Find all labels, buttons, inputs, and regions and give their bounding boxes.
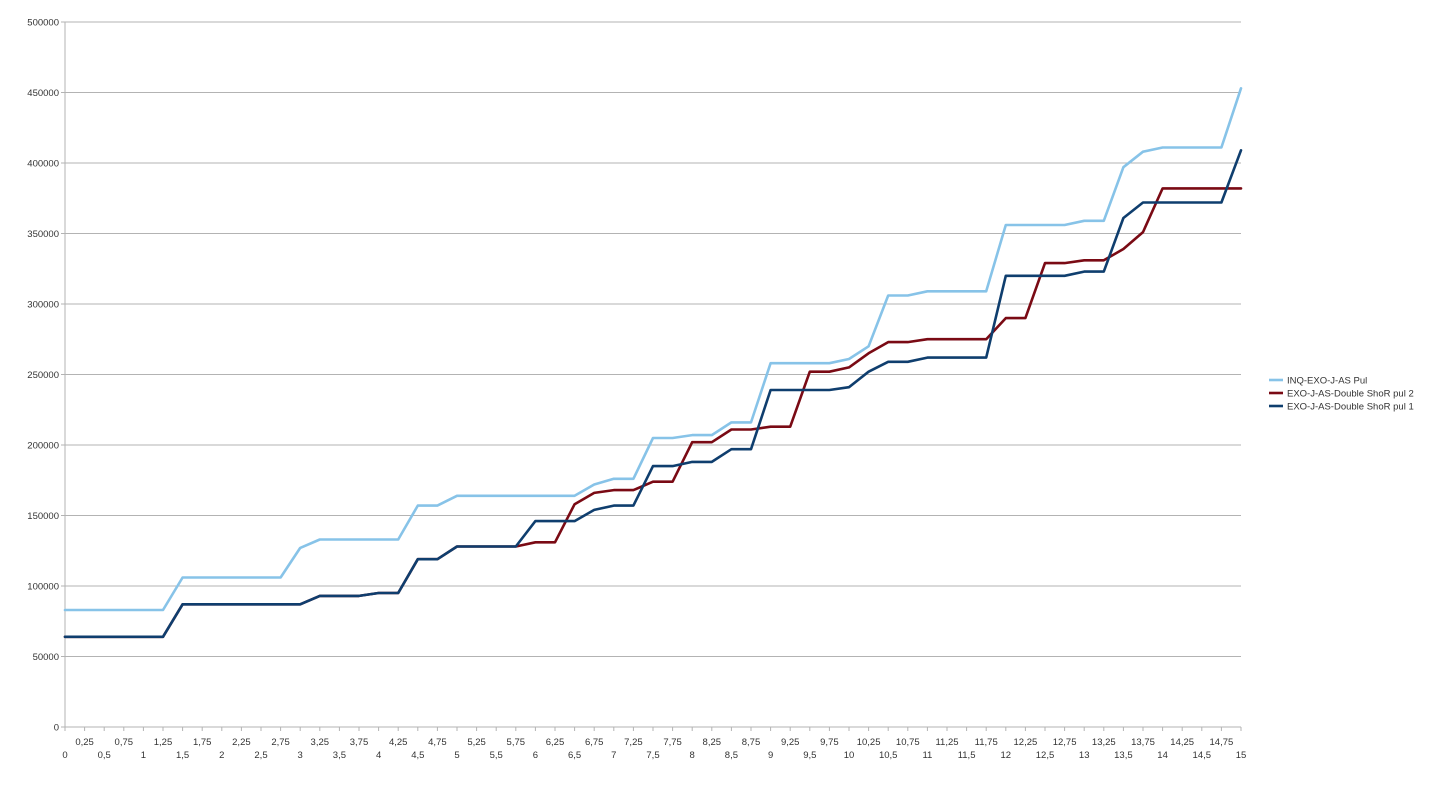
- x-tick-label: 6,5: [568, 750, 581, 761]
- legend-label: EXO-J-AS-Double ShoR pul 1: [1287, 402, 1414, 413]
- x-tick-label: 9,75: [820, 737, 839, 748]
- x-tick-label: 2: [219, 750, 224, 761]
- series-line-1: [63, 87, 1243, 612]
- x-tick-label: 13,75: [1131, 737, 1155, 748]
- x-tick-label: 2,5: [254, 750, 267, 761]
- y-tick-label: 450000: [27, 88, 59, 99]
- x-tick-label: 6,25: [546, 737, 565, 748]
- y-tick-label: 50000: [33, 652, 59, 663]
- x-tick-label: 12,5: [1036, 750, 1055, 761]
- x-tick-label: 1,5: [176, 750, 189, 761]
- x-tick-label: 14,75: [1210, 737, 1234, 748]
- x-tick-label: 4,5: [411, 750, 424, 761]
- x-tick-label: 9,5: [803, 750, 816, 761]
- x-tick-label: 4,75: [428, 737, 447, 748]
- y-tick-label: 350000: [27, 229, 59, 240]
- x-tick-label: 8,75: [742, 737, 761, 748]
- gridlines: [65, 21, 1241, 657]
- series-lines: [63, 87, 1243, 639]
- x-tick-label: 1: [141, 750, 146, 761]
- x-tick-label: 0,25: [75, 737, 94, 748]
- y-axis-tick-labels: 0 50000 100000 150000 200000 250000 300000 3500…: [27, 18, 59, 734]
- x-tick-label: 1,75: [193, 737, 212, 748]
- x-tick-label: 12,25: [1014, 737, 1038, 748]
- x-tick-label: 14,25: [1170, 737, 1194, 748]
- x-tick-label: 0: [62, 750, 67, 761]
- x-tick-label: 6: [533, 750, 538, 761]
- x-tick-label: 7,5: [646, 750, 659, 761]
- x-tick-label: 13: [1079, 750, 1090, 761]
- x-tick-label: 9: [768, 750, 773, 761]
- x-tick-label: 0,5: [98, 750, 111, 761]
- x-tick-label: 3,5: [333, 750, 346, 761]
- x-tick-label: 14,5: [1193, 750, 1212, 761]
- y-tick-label: 0: [54, 723, 59, 734]
- x-tick-label: 10,5: [879, 750, 898, 761]
- x-tick-label: 14: [1157, 750, 1168, 761]
- x-tick-label: 10,75: [896, 737, 920, 748]
- x-tick-label: 11: [922, 750, 932, 761]
- y-tick-label: 100000: [27, 582, 59, 593]
- x-tick-label: 3,25: [311, 737, 330, 748]
- y-tick-label: 300000: [27, 300, 59, 311]
- x-tick-label: 12: [1001, 750, 1012, 761]
- x-tick-label: 0,75: [115, 737, 134, 748]
- series-line-3: [63, 149, 1243, 639]
- x-tick-label: 12,75: [1053, 737, 1077, 748]
- x-tick-label: 8,5: [725, 750, 738, 761]
- y-tick-label: 400000: [27, 159, 59, 170]
- x-tick-label: 5: [454, 750, 459, 761]
- x-tick-label: 4,25: [389, 737, 408, 748]
- y-tick-label: 250000: [27, 370, 59, 381]
- legend: INQ-EXO-J-AS Pul EXO-J-AS-Double ShoR pul…: [1269, 376, 1414, 413]
- x-tick-label: 3,75: [350, 737, 369, 748]
- x-tick-label: 11,75: [975, 737, 998, 748]
- x-tick-label: 15: [1236, 750, 1247, 761]
- y-tick-label: 150000: [27, 511, 59, 522]
- y-tick-label: 200000: [27, 441, 59, 452]
- x-tick-label: 13,5: [1114, 750, 1133, 761]
- x-tick-label: 11,25: [935, 737, 958, 748]
- axes: [61, 21, 1242, 731]
- x-tick-label: 2,75: [271, 737, 290, 748]
- x-tick-label: 8,25: [703, 737, 722, 748]
- x-tick-label: 10,25: [857, 737, 881, 748]
- legend-label: EXO-J-AS-Double ShoR pul 2: [1287, 389, 1414, 400]
- legend-label: INQ-EXO-J-AS Pul: [1287, 376, 1367, 387]
- x-tick-label: 2,25: [232, 737, 251, 748]
- x-tick-label: 7: [611, 750, 616, 761]
- x-tick-label: 3: [298, 750, 303, 761]
- x-tick-label: 7,25: [624, 737, 643, 748]
- x-tick-label: 5,75: [507, 737, 526, 748]
- x-tick-label: 1,25: [154, 737, 173, 748]
- x-tick-label: 11,5: [958, 750, 976, 761]
- x-tick-label: 5,5: [490, 750, 503, 761]
- x-tick-label: 8: [690, 750, 695, 761]
- series-line-2: [63, 187, 1243, 639]
- x-tick-label: 7,75: [663, 737, 682, 748]
- x-tick-label: 9,25: [781, 737, 800, 748]
- x-tick-label: 10: [844, 750, 855, 761]
- y-tick-label: 500000: [27, 18, 59, 29]
- x-tick-label: 4: [376, 750, 381, 761]
- x-tick-label: 13,25: [1092, 737, 1116, 748]
- x-tick-label: 6,75: [585, 737, 604, 748]
- x-axis-tick-labels: 0,25 0,75 1,25 1,75 2,25 2,75 3,25 3,75 4,25 4,75…: [62, 737, 1246, 761]
- x-tick-label: 5,25: [467, 737, 486, 748]
